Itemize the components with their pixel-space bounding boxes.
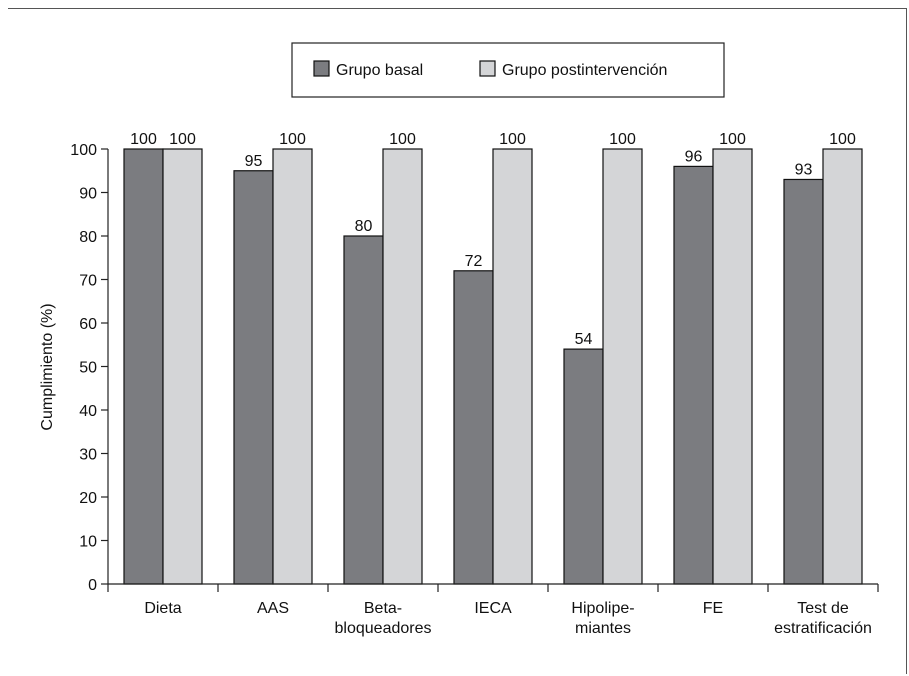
bar-value-label: 100 [169,131,196,148]
legend-label: Grupo basal [336,62,423,79]
y-tick-label: 30 [79,447,97,464]
bar-grupo-basal [343,235,384,585]
x-tick-label: FE [703,600,723,617]
bar-grupo-postintervencion [272,148,313,585]
x-axis: Dieta AAS Beta-bloqueadores IECA Hipolipe-mi… [107,583,879,637]
x-tick-label: Hipolipe-miantes [571,600,634,637]
bar-grupo-basal [673,165,714,585]
bar-value-label: 100 [130,131,157,148]
x-tick-label: Dieta [144,600,181,617]
bar-value-label: 54 [575,331,593,348]
bar-value-label: 100 [499,131,526,148]
x-tick-label: IECA [474,600,512,617]
bar-grupo-basal [233,170,274,585]
y-tick-label: 10 [79,534,97,551]
bar-grupo-postintervencion [382,148,423,585]
y-tick-label: 70 [79,273,97,290]
bar-grupo-postintervencion [492,148,533,585]
bar-grupo-basal [453,270,494,585]
bar-value-label: 100 [609,131,636,148]
y-tick-label: 20 [79,490,97,507]
y-tick-label: 50 [79,360,97,377]
bar-grupo-postintervencion [822,148,863,585]
y-tick-label: 90 [79,186,97,203]
legend-box [291,42,725,98]
bar-value-label: 96 [685,148,703,165]
bar-value-label: 72 [465,253,483,270]
bar-value-label: 100 [389,131,416,148]
bar-grupo-basal [563,348,604,585]
y-tick-label: 0 [88,577,97,594]
chart-frame [8,8,907,674]
y-tick-label: 100 [70,142,97,159]
bar-grupo-postintervencion [602,148,643,585]
y-axis-label: Cumplimiento (%) [39,303,56,430]
y-axis: 0 10 20 30 40 50 60 70 80 90 100 [70,142,109,594]
bar-grupo-postintervencion [162,148,203,585]
legend-swatch [479,60,496,77]
bar-value-label: 100 [719,131,746,148]
x-tick-label: Beta-bloqueadores [335,600,432,637]
bar-value-label: 100 [829,131,856,148]
bar-value-label: 93 [795,161,813,178]
x-tick-label: AAS [257,600,289,617]
y-tick-label: 40 [79,403,97,420]
bar-grupo-postintervencion [712,148,753,585]
bar-value-label: 80 [355,218,373,235]
bar-value-label: 95 [245,153,263,170]
bars: 100 100 95 100 80 100 72 100 54 100 96 100 93 100 [123,131,863,585]
bar-grupo-basal [783,178,824,585]
y-tick-label: 80 [79,229,97,246]
legend-swatch [313,60,330,77]
legend-label: Grupo postintervención [502,62,667,79]
bar-grupo-basal [123,148,164,585]
x-tick-label: Test de estratificación [774,600,872,637]
bar-value-label: 100 [279,131,306,148]
y-tick-label: 60 [79,316,97,333]
chart-legend: Grupo basal Grupo postintervención [291,42,725,98]
